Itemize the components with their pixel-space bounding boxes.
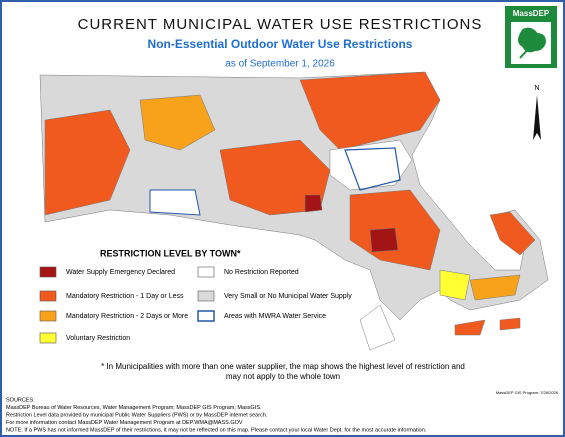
sources: SOURCES: MassDEP Bureau of Water Resource…: [6, 397, 427, 433]
source-line: NOTE: If a PWS has not informed MassDEP …: [6, 427, 427, 433]
legend-label: Mandatory Restriction - 1 Day or Less: [66, 293, 184, 300]
logo: MassDEP: [505, 6, 557, 68]
legend-swatch: [197, 290, 215, 302]
legend-title: RESTRICTION LEVEL BY TOWN*: [100, 248, 241, 258]
source-line: For more information contact MassDEP Wat…: [6, 420, 243, 426]
source-line: MassDEP Bureau of Water Resources, Water…: [6, 405, 262, 411]
footnote-line: may not apply to the whole town: [226, 372, 340, 381]
north-arrow: N: [533, 85, 541, 140]
legend-swatch: [39, 332, 57, 344]
source-line: SOURCES:: [6, 397, 35, 403]
legend-label: Mandatory Restriction - 2 Days or More: [66, 313, 188, 320]
legend-label: Very Small or No Municipal Water Supply: [224, 293, 352, 300]
source-line: Restriction Level data provided by munic…: [6, 412, 268, 418]
legend-swatch: [197, 310, 215, 322]
north-label: N: [534, 85, 539, 92]
legend-label: No Restriction Reported: [224, 269, 299, 276]
legend-label: Water Supply Emergency Declared: [66, 269, 175, 276]
logo-text: MassDEP: [513, 9, 550, 18]
legend-label: Voluntary Restriction: [66, 335, 130, 342]
legend-swatch: [197, 266, 215, 278]
legend-swatch: [39, 290, 57, 302]
legend-swatch: [39, 266, 57, 278]
credit: MassDEP GIS Program: 7/28/2026: [496, 390, 559, 395]
title: CURRENT MUNICIPAL WATER USE RESTRICTIONS: [78, 16, 483, 33]
legend: Water Supply Emergency Declared Mandatory…: [39, 266, 352, 344]
legend-swatch: [39, 310, 57, 322]
date: as of September 1, 2026: [225, 59, 335, 70]
subtitle: Non-Essential Outdoor Water Use Restrict…: [148, 37, 413, 51]
footnote-line: * In Municipalities with more than one w…: [101, 362, 465, 371]
map: [39, 71, 549, 351]
legend-label: Areas with MWRA Water Service: [224, 313, 326, 320]
